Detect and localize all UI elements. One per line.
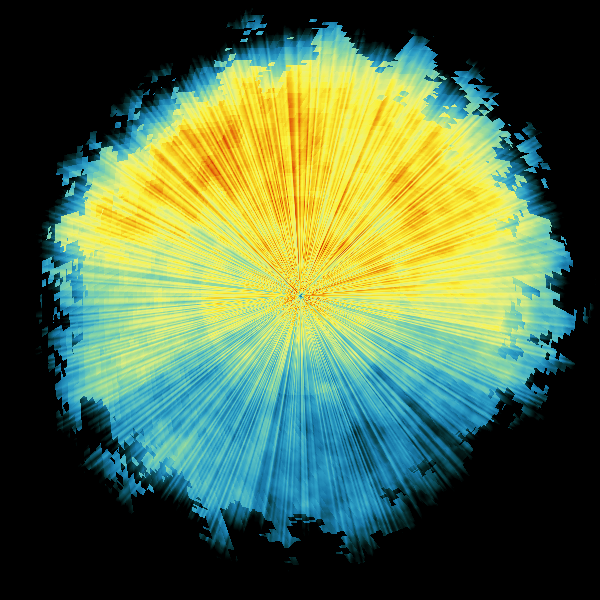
radar-display-viewport[interactable]: Radar Reflectivity (dBZ) radar-reflectiv… [0,0,600,600]
radar-reflectivity-canvas[interactable] [0,0,600,600]
